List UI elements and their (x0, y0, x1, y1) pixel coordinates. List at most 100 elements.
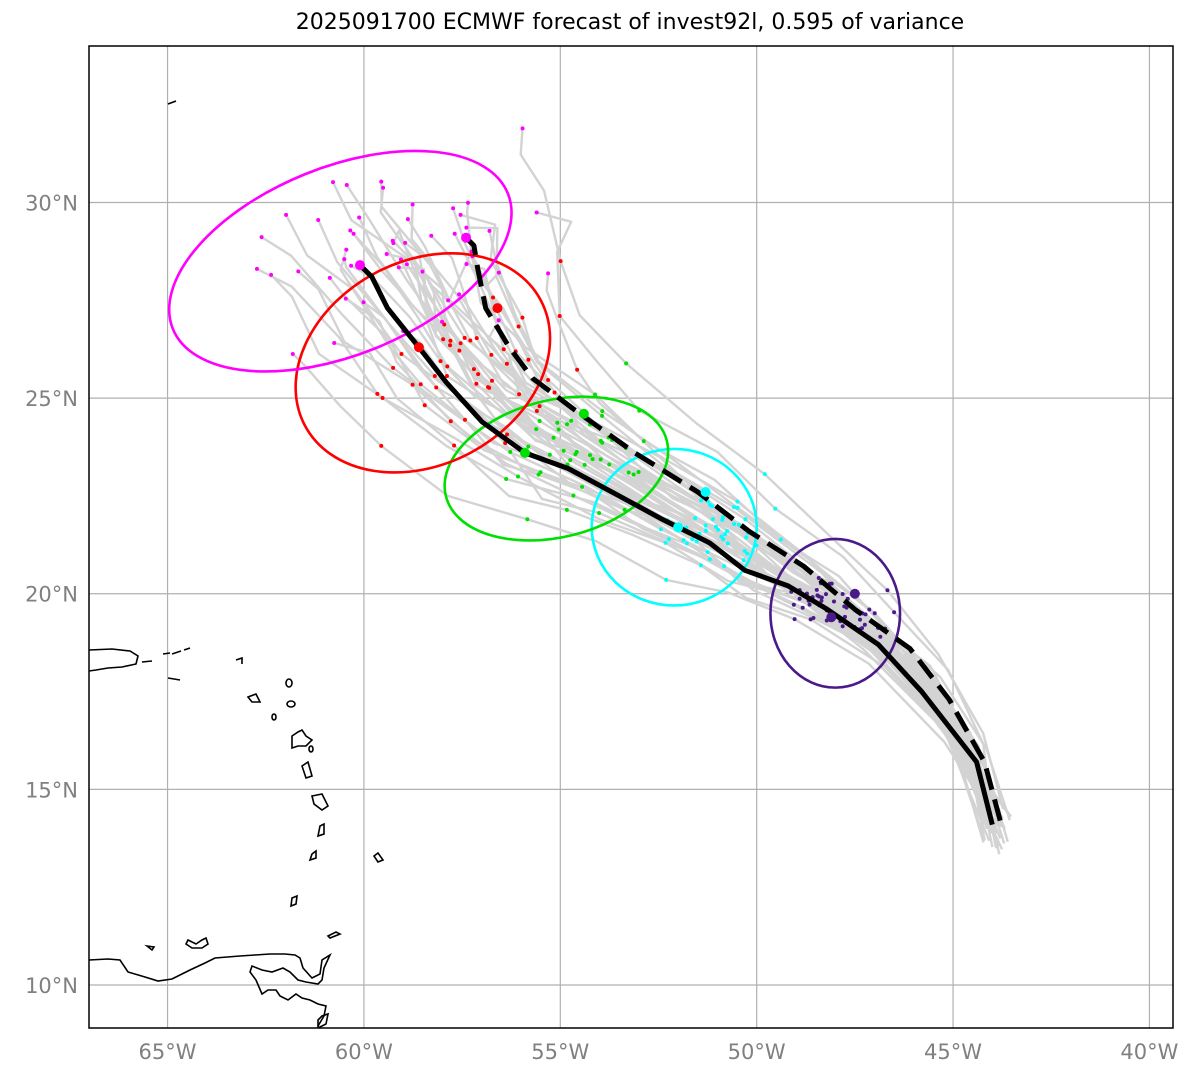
ensemble-dot (474, 381, 479, 386)
ensemble-dot (732, 521, 737, 526)
ensemble-dot (422, 403, 427, 408)
ensemble-dot (418, 382, 423, 387)
ensemble-dot (410, 382, 415, 387)
ensemble-dot (471, 367, 476, 372)
ensemble-dot (742, 548, 747, 553)
ensemble-dot (725, 541, 730, 546)
island-coast (246, 692, 262, 703)
ensemble-dot (699, 498, 704, 503)
ensemble-dot (491, 295, 496, 300)
lat-tick-label: 20°N (25, 583, 78, 607)
solid-track-marker (519, 447, 530, 458)
ensemble-dot (681, 538, 686, 543)
ensemble-dot (330, 180, 335, 185)
ensemble-dot (468, 338, 473, 343)
ensemble-track (488, 230, 997, 813)
ensemble-dot (396, 265, 401, 270)
ensemble-dot (725, 529, 730, 534)
ensemble-dot (504, 477, 509, 482)
island-coast (311, 793, 330, 811)
ensemble-dot (622, 507, 627, 512)
ensemble-dot (631, 472, 636, 477)
lon-tick-label: 60°W (335, 1040, 393, 1064)
ensemble-dot (476, 372, 481, 377)
ensemble-dot (842, 604, 847, 609)
ensemble-dot (808, 617, 813, 622)
ensemble-dot (357, 215, 362, 220)
ensemble-dot (885, 588, 890, 593)
ensemble-dot (703, 528, 708, 533)
ensemble-dot (316, 217, 321, 222)
ensemble-dot (489, 352, 494, 357)
island-coast (290, 894, 298, 908)
ensemble-track (398, 266, 986, 841)
cluster-ellipse (590, 447, 758, 607)
ensemble-dot (399, 352, 404, 357)
lon-tick-label: 65°W (139, 1040, 197, 1064)
ensemble-dot (857, 617, 862, 622)
plot-frame (88, 45, 1174, 1029)
ensemble-dot (814, 587, 819, 592)
island-coast (291, 728, 314, 750)
island-coast (141, 660, 153, 663)
ensemble-dot (743, 517, 748, 522)
ensemble-dot (516, 324, 521, 329)
ensemble-dot (580, 484, 585, 489)
island-coast (372, 851, 385, 863)
ensemble-dot (564, 507, 569, 512)
island-coast (285, 678, 293, 688)
island-coast (271, 713, 277, 721)
ensemble-dot (517, 392, 522, 397)
ensemble-dot (515, 474, 520, 479)
lon-tick-label: 50°W (728, 1040, 786, 1064)
ensemble-dot (736, 522, 741, 527)
ensemble-dot (410, 202, 415, 207)
ensemble-dot (327, 275, 332, 280)
mean-position-markers (355, 232, 860, 623)
ensemble-dot (526, 357, 531, 362)
ensemble-dot (573, 452, 578, 457)
ensemble-track (291, 353, 1000, 827)
ensemble-dot (448, 419, 453, 424)
ensemble-dot (710, 517, 715, 522)
ensemble-dot (745, 551, 750, 556)
ensemble-dot (361, 300, 366, 305)
ensemble-track (362, 301, 1010, 815)
ensemble-dot (344, 183, 349, 188)
ensemble-dot (487, 228, 492, 233)
gridlines (89, 46, 1173, 1028)
ensemble-dot (860, 626, 865, 631)
ensemble-dot (381, 185, 386, 190)
ensemble-dot (520, 126, 525, 131)
ensemble-track (466, 262, 998, 849)
ensemble-dot (520, 315, 525, 320)
ensemble-dot (332, 341, 337, 346)
ensemble-track (488, 319, 1009, 843)
ensemble-dot (792, 617, 797, 622)
ensemble-dot (867, 607, 872, 612)
ensemble-dot (547, 452, 552, 457)
ensemble-dot (344, 247, 349, 252)
ensemble-dot (762, 472, 767, 477)
ensemble-dot (474, 336, 479, 341)
ensemble-dot (496, 318, 501, 323)
ensemble-dot (590, 457, 595, 462)
ensemble-dot (458, 341, 463, 346)
ensemble-dot (797, 596, 802, 601)
ensemble-dot (878, 634, 883, 639)
ensemble-dot (380, 395, 385, 400)
ensemble-track (536, 211, 995, 831)
ensemble-dot (349, 263, 354, 268)
ensemble-dot (807, 602, 812, 607)
ensemble-dot (715, 527, 720, 532)
ensemble-dot (664, 577, 669, 582)
ensemble-dot (444, 374, 449, 379)
ensemble-dot (557, 313, 562, 318)
ensemble-dot (556, 427, 561, 432)
ensemble-dot (296, 269, 301, 274)
ensemble-dot (555, 420, 560, 425)
ensemble-dot (342, 257, 347, 262)
axis-labels: 65°W 60°W 55°W 50°W 45°W 40°W 30°N 25°N 20°N 15°N… (25, 191, 1179, 1064)
ensemble-dot (819, 595, 824, 600)
ensemble-dot (575, 367, 580, 372)
